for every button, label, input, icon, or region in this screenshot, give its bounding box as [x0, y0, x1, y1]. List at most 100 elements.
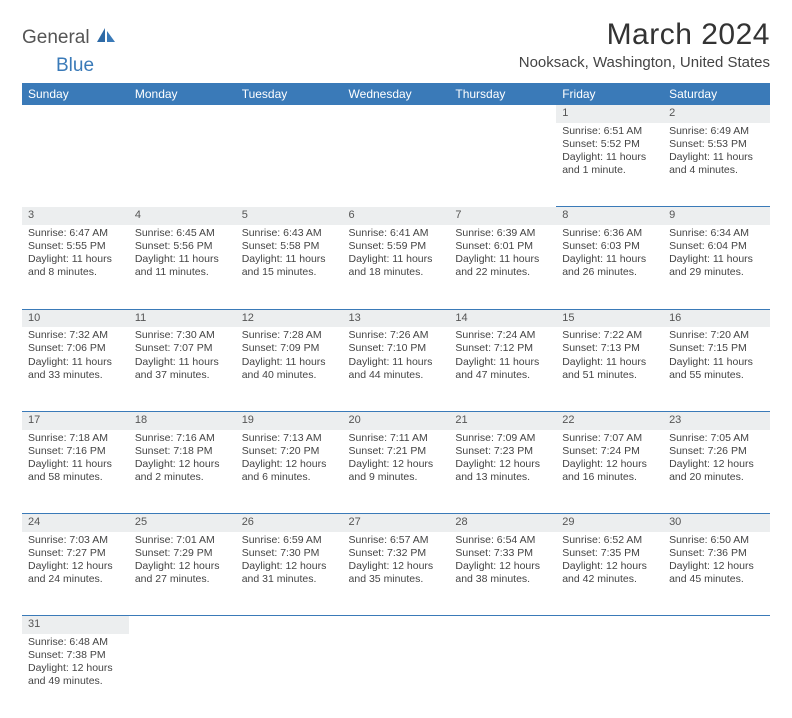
day-number-cell: 5 [236, 207, 343, 225]
day-cell-body: Sunrise: 7:22 AMSunset: 7:13 PMDaylight:… [556, 327, 663, 386]
sunset-text: Sunset: 7:10 PM [349, 342, 444, 355]
sunset-text: Sunset: 7:33 PM [455, 547, 550, 560]
day-cell [449, 123, 556, 207]
logo-text-blue: Blue [56, 55, 94, 77]
day-number-cell: 1 [556, 105, 663, 123]
daylight-text: Daylight: 12 hours and 45 minutes. [669, 560, 764, 586]
day-content-row: Sunrise: 6:48 AMSunset: 7:38 PMDaylight:… [22, 634, 770, 718]
day-cell: Sunrise: 7:22 AMSunset: 7:13 PMDaylight:… [556, 327, 663, 411]
day-cell-body: Sunrise: 7:11 AMSunset: 7:21 PMDaylight:… [343, 430, 450, 489]
day-cell-body: Sunrise: 6:50 AMSunset: 7:36 PMDaylight:… [663, 532, 770, 591]
day-cell: Sunrise: 7:16 AMSunset: 7:18 PMDaylight:… [129, 430, 236, 514]
weekday-header: Sunday [22, 83, 129, 105]
day-number-row: 12 [22, 105, 770, 123]
daylight-text: Daylight: 12 hours and 31 minutes. [242, 560, 337, 586]
day-cell [449, 634, 556, 718]
sunrise-text: Sunrise: 7:05 AM [669, 432, 764, 445]
sunset-text: Sunset: 7:15 PM [669, 342, 764, 355]
sunrise-text: Sunrise: 6:59 AM [242, 534, 337, 547]
day-cell-body: Sunrise: 6:52 AMSunset: 7:35 PMDaylight:… [556, 532, 663, 591]
day-cell: Sunrise: 6:51 AMSunset: 5:52 PMDaylight:… [556, 123, 663, 207]
day-number-cell: 26 [236, 514, 343, 532]
day-number-cell: 9 [663, 207, 770, 225]
day-cell-body: Sunrise: 7:03 AMSunset: 7:27 PMDaylight:… [22, 532, 129, 591]
day-number-cell: 18 [129, 411, 236, 429]
day-number-row: 17181920212223 [22, 411, 770, 429]
day-number-cell [129, 616, 236, 634]
day-cell: Sunrise: 7:20 AMSunset: 7:15 PMDaylight:… [663, 327, 770, 411]
daylight-text: Daylight: 12 hours and 2 minutes. [135, 458, 230, 484]
weekday-header: Thursday [449, 83, 556, 105]
day-cell-body: Sunrise: 6:54 AMSunset: 7:33 PMDaylight:… [449, 532, 556, 591]
day-number-cell: 8 [556, 207, 663, 225]
day-cell: Sunrise: 7:18 AMSunset: 7:16 PMDaylight:… [22, 430, 129, 514]
sunrise-text: Sunrise: 6:50 AM [669, 534, 764, 547]
day-cell-body: Sunrise: 7:13 AMSunset: 7:20 PMDaylight:… [236, 430, 343, 489]
sunrise-text: Sunrise: 7:01 AM [135, 534, 230, 547]
sunrise-text: Sunrise: 6:39 AM [455, 227, 550, 240]
day-number-cell: 6 [343, 207, 450, 225]
day-cell: Sunrise: 7:09 AMSunset: 7:23 PMDaylight:… [449, 430, 556, 514]
day-number-row: 31 [22, 616, 770, 634]
day-cell-body: Sunrise: 6:49 AMSunset: 5:53 PMDaylight:… [663, 123, 770, 182]
daylight-text: Daylight: 11 hours and 18 minutes. [349, 253, 444, 279]
sunset-text: Sunset: 7:13 PM [562, 342, 657, 355]
sunrise-text: Sunrise: 6:49 AM [669, 125, 764, 138]
day-cell: Sunrise: 7:07 AMSunset: 7:24 PMDaylight:… [556, 430, 663, 514]
sunset-text: Sunset: 7:16 PM [28, 445, 123, 458]
sunset-text: Sunset: 5:52 PM [562, 138, 657, 151]
day-cell [22, 123, 129, 207]
sunset-text: Sunset: 5:58 PM [242, 240, 337, 253]
day-cell-body: Sunrise: 7:18 AMSunset: 7:16 PMDaylight:… [22, 430, 129, 489]
daylight-text: Daylight: 11 hours and 33 minutes. [28, 356, 123, 382]
day-number-cell: 24 [22, 514, 129, 532]
day-number-cell [343, 616, 450, 634]
sunset-text: Sunset: 6:03 PM [562, 240, 657, 253]
sunset-text: Sunset: 7:26 PM [669, 445, 764, 458]
day-content-row: Sunrise: 6:47 AMSunset: 5:55 PMDaylight:… [22, 225, 770, 309]
sunrise-text: Sunrise: 6:36 AM [562, 227, 657, 240]
sunrise-text: Sunrise: 7:18 AM [28, 432, 123, 445]
sunset-text: Sunset: 7:06 PM [28, 342, 123, 355]
sunset-text: Sunset: 6:04 PM [669, 240, 764, 253]
day-number-cell [449, 105, 556, 123]
day-cell [129, 634, 236, 718]
weekday-header: Friday [556, 83, 663, 105]
day-number-row: 24252627282930 [22, 514, 770, 532]
day-cell-body: Sunrise: 7:16 AMSunset: 7:18 PMDaylight:… [129, 430, 236, 489]
logo-text-general: General [22, 27, 90, 49]
day-number-cell: 12 [236, 309, 343, 327]
day-cell-body: Sunrise: 7:32 AMSunset: 7:06 PMDaylight:… [22, 327, 129, 386]
day-number-cell: 4 [129, 207, 236, 225]
sunset-text: Sunset: 7:29 PM [135, 547, 230, 560]
day-cell: Sunrise: 6:41 AMSunset: 5:59 PMDaylight:… [343, 225, 450, 309]
day-cell: Sunrise: 7:30 AMSunset: 7:07 PMDaylight:… [129, 327, 236, 411]
day-cell: Sunrise: 6:47 AMSunset: 5:55 PMDaylight:… [22, 225, 129, 309]
daylight-text: Daylight: 11 hours and 55 minutes. [669, 356, 764, 382]
day-cell [236, 123, 343, 207]
day-cell-body: Sunrise: 6:59 AMSunset: 7:30 PMDaylight:… [236, 532, 343, 591]
sunrise-text: Sunrise: 6:47 AM [28, 227, 123, 240]
sunrise-text: Sunrise: 6:43 AM [242, 227, 337, 240]
daylight-text: Daylight: 12 hours and 38 minutes. [455, 560, 550, 586]
day-number-cell [236, 105, 343, 123]
daylight-text: Daylight: 12 hours and 9 minutes. [349, 458, 444, 484]
day-number-cell [449, 616, 556, 634]
day-cell-body: Sunrise: 6:48 AMSunset: 7:38 PMDaylight:… [22, 634, 129, 693]
day-cell-body: Sunrise: 7:20 AMSunset: 7:15 PMDaylight:… [663, 327, 770, 386]
day-number-cell: 2 [663, 105, 770, 123]
day-cell-body: Sunrise: 7:01 AMSunset: 7:29 PMDaylight:… [129, 532, 236, 591]
weekday-header: Wednesday [343, 83, 450, 105]
day-number-cell: 17 [22, 411, 129, 429]
sunrise-text: Sunrise: 7:28 AM [242, 329, 337, 342]
day-content-row: Sunrise: 7:03 AMSunset: 7:27 PMDaylight:… [22, 532, 770, 616]
sunrise-text: Sunrise: 6:57 AM [349, 534, 444, 547]
day-cell: Sunrise: 7:24 AMSunset: 7:12 PMDaylight:… [449, 327, 556, 411]
sunrise-text: Sunrise: 6:34 AM [669, 227, 764, 240]
day-cell-body: Sunrise: 6:47 AMSunset: 5:55 PMDaylight:… [22, 225, 129, 284]
day-cell-body: Sunrise: 6:41 AMSunset: 5:59 PMDaylight:… [343, 225, 450, 284]
sunrise-text: Sunrise: 7:03 AM [28, 534, 123, 547]
daylight-text: Daylight: 11 hours and 37 minutes. [135, 356, 230, 382]
day-cell-body: Sunrise: 6:57 AMSunset: 7:32 PMDaylight:… [343, 532, 450, 591]
month-title: March 2024 [519, 18, 770, 52]
